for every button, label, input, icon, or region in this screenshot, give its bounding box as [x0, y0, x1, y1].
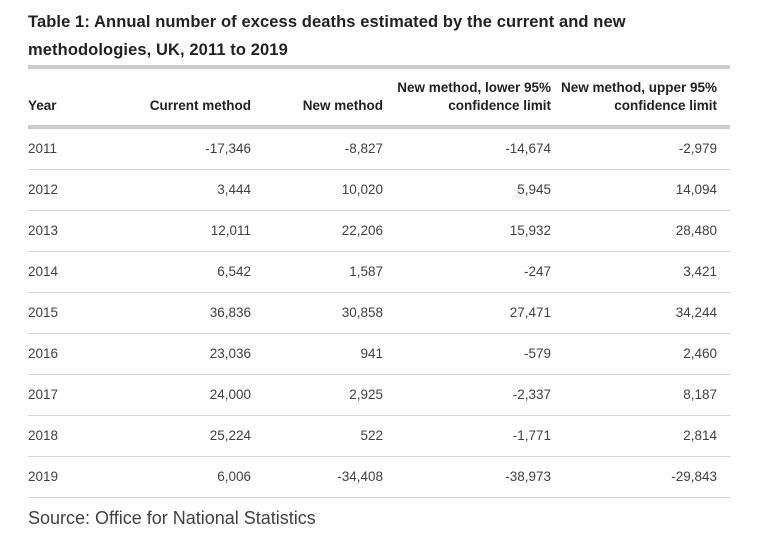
- lower-ci-cell: 27,471: [509, 305, 551, 320]
- year-cell: 2019: [28, 469, 59, 484]
- upper-ci-cell: 8,187: [683, 387, 717, 402]
- year-cell: 2016: [28, 346, 59, 361]
- lower-ci-cell: 5,945: [517, 182, 551, 197]
- new-method-cell: -8,827: [344, 141, 383, 156]
- lower-ci-cell: -2,337: [512, 387, 551, 402]
- lower-ci-cell: -247: [523, 264, 551, 279]
- new-method-cell: -34,408: [337, 469, 383, 484]
- upper-ci-cell: -2,979: [678, 141, 717, 156]
- new-method-cell: 22,206: [341, 223, 383, 238]
- year-cell: 2017: [28, 387, 59, 402]
- current-method-cell: 6,542: [217, 264, 251, 279]
- lower-ci-cell: -1,771: [512, 428, 551, 443]
- year-cell: 2012: [28, 182, 59, 197]
- upper-ci-cell: 2,814: [683, 428, 717, 443]
- upper-ci-cell: 2,460: [683, 346, 717, 361]
- table-row: 2014 6,542 1,587 -247 3,421: [28, 252, 730, 293]
- lower-ci-cell: -14,674: [505, 141, 551, 156]
- lower-ci-cell: 15,932: [509, 223, 551, 238]
- year-cell: 2014: [28, 264, 59, 279]
- table-row: 2013 12,011 22,206 15,932 28,480: [28, 211, 730, 252]
- table-title: Table 1: Annual number of excess deaths …: [28, 13, 626, 59]
- table-row: 2011 -17,346 -8,827 -14,674 -2,979: [28, 127, 730, 170]
- excess-deaths-table: Year Current method New method New metho…: [28, 65, 730, 498]
- current-method-cell: 24,000: [209, 387, 251, 402]
- current-method-cell: 36,836: [209, 305, 251, 320]
- table-row: 2015 36,836 30,858 27,471 34,244: [28, 293, 730, 334]
- table-header: Year Current method New method New metho…: [28, 67, 730, 127]
- column-header-lower-ci: New method, lower 95% confidence limit: [397, 80, 551, 113]
- current-method-cell: -17,346: [205, 141, 251, 156]
- column-header-upper-ci: New method, upper 95% confidence limit: [560, 80, 717, 113]
- table-row: 2012 3,444 10,020 5,945 14,094: [28, 170, 730, 211]
- column-header-new-method: New method: [302, 98, 383, 113]
- column-header-year: Year: [28, 98, 57, 113]
- upper-ci-cell: -29,843: [671, 469, 717, 484]
- new-method-cell: 1,587: [349, 264, 383, 279]
- table-row: 2018 25,224 522 -1,771 2,814: [28, 416, 730, 457]
- year-cell: 2018: [28, 428, 59, 443]
- new-method-cell: 941: [360, 346, 383, 361]
- current-method-cell: 12,011: [210, 223, 251, 238]
- column-header-current-method: Current method: [149, 98, 251, 113]
- new-method-cell: 2,925: [349, 387, 383, 402]
- current-method-cell: 25,224: [209, 428, 251, 443]
- new-method-cell: 10,020: [341, 182, 383, 197]
- table-row: 2016 23,036 941 -579 2,460: [28, 334, 730, 375]
- upper-ci-cell: 14,094: [675, 182, 717, 197]
- table-row: 2019 6,006 -34,408 -38,973 -29,843: [28, 457, 730, 498]
- year-cell: 2011: [28, 141, 58, 156]
- lower-ci-cell: -38,973: [505, 469, 551, 484]
- current-method-cell: 3,444: [217, 182, 251, 197]
- header-row: Year Current method New method New metho…: [28, 67, 730, 127]
- table-row: 2017 24,000 2,925 -2,337 8,187: [28, 375, 730, 416]
- upper-ci-cell: 3,421: [683, 264, 717, 279]
- lower-ci-cell: -579: [523, 346, 551, 361]
- upper-ci-cell: 28,480: [675, 223, 717, 238]
- upper-ci-cell: 34,244: [675, 305, 717, 320]
- year-cell: 2015: [28, 305, 59, 320]
- current-method-cell: 23,036: [209, 346, 251, 361]
- new-method-cell: 30,858: [341, 305, 383, 320]
- year-cell: 2013: [28, 223, 59, 238]
- new-method-cell: 522: [360, 428, 383, 443]
- current-method-cell: 6,006: [217, 469, 251, 484]
- source-attribution: Source: Office for National Statistics: [28, 508, 316, 528]
- table-body: 2011 -17,346 -8,827 -14,674 -2,979 2012 …: [28, 127, 730, 498]
